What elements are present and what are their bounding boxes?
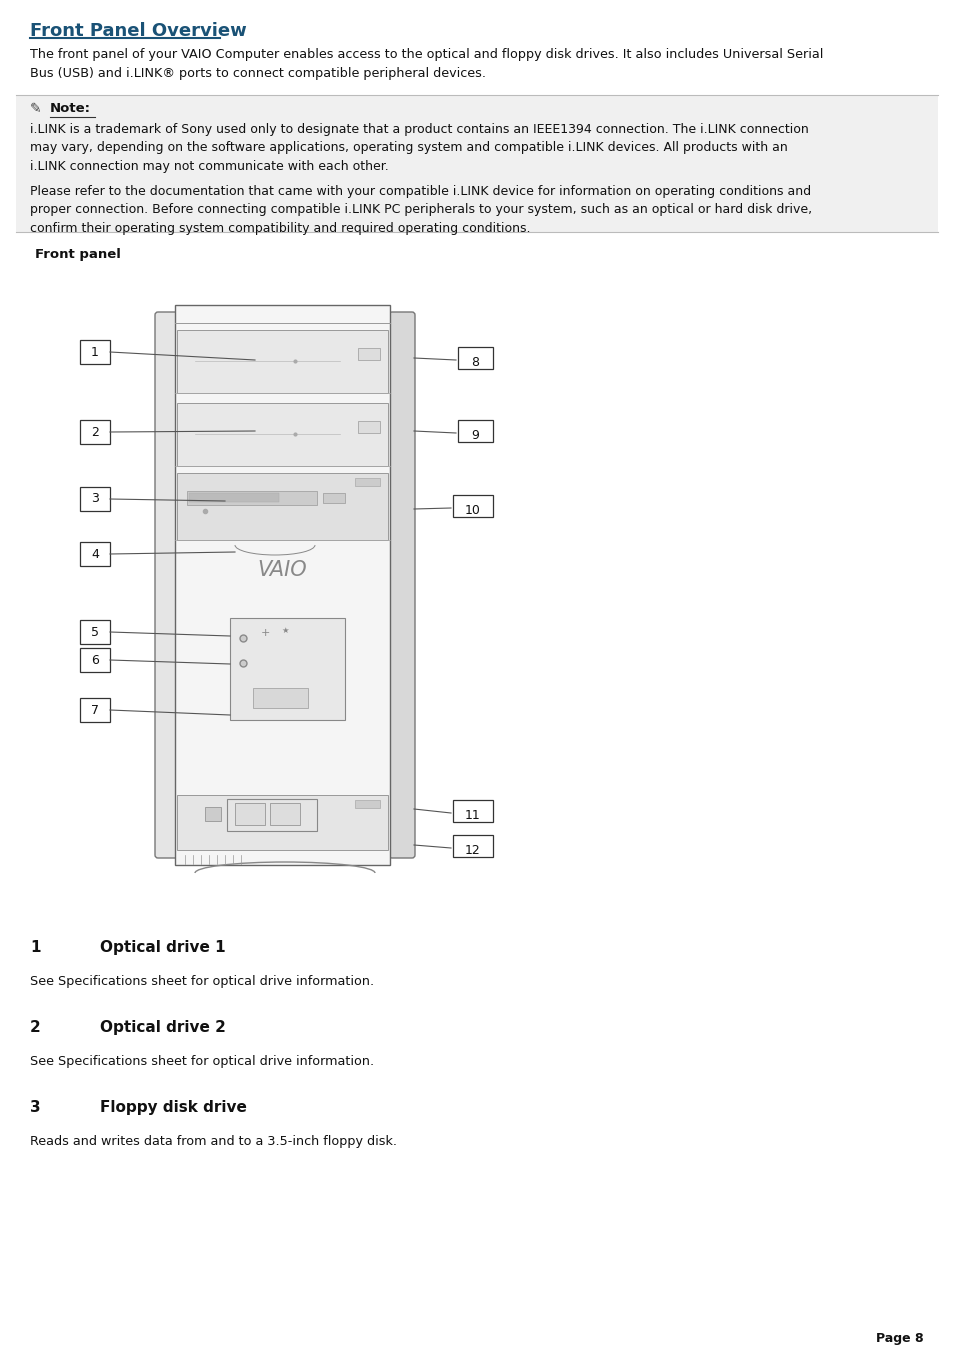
Text: The front panel of your VAIO Computer enables access to the optical and floppy d: The front panel of your VAIO Computer en… — [30, 49, 822, 80]
Text: 7: 7 — [91, 704, 99, 716]
Bar — [177, 794, 388, 850]
Text: 11: 11 — [465, 809, 480, 821]
Bar — [16, 95, 937, 232]
Bar — [453, 800, 493, 821]
FancyBboxPatch shape — [154, 312, 179, 858]
Bar — [80, 648, 110, 671]
Text: See Specifications sheet for optical drive information.: See Specifications sheet for optical dri… — [30, 975, 374, 988]
Text: Note:: Note: — [50, 101, 91, 115]
Text: VAIO: VAIO — [257, 561, 307, 580]
Text: ✎: ✎ — [30, 101, 42, 116]
Text: 3: 3 — [30, 1100, 41, 1115]
FancyBboxPatch shape — [389, 312, 415, 858]
Bar — [453, 835, 493, 857]
Text: Reads and writes data from and to a 3.5-inch floppy disk.: Reads and writes data from and to a 3.5-… — [30, 1135, 396, 1148]
Bar — [253, 688, 308, 708]
Text: 5: 5 — [91, 626, 99, 639]
Text: 3: 3 — [91, 493, 99, 505]
Text: Please refer to the documentation that came with your compatible i.LINK device f: Please refer to the documentation that c… — [30, 185, 811, 235]
Bar — [80, 698, 110, 721]
Text: 6: 6 — [91, 654, 99, 666]
Bar — [177, 473, 388, 540]
Text: Floppy disk drive: Floppy disk drive — [100, 1100, 247, 1115]
Bar — [187, 490, 316, 505]
Bar — [227, 798, 316, 831]
Bar — [457, 347, 493, 369]
Text: i.LINK is a trademark of Sony used only to designate that a product contains an : i.LINK is a trademark of Sony used only … — [30, 123, 808, 173]
Text: Front Panel Overview: Front Panel Overview — [30, 22, 247, 41]
Bar — [357, 349, 379, 359]
Bar — [174, 305, 390, 865]
Bar — [270, 802, 299, 825]
Text: 4: 4 — [91, 547, 99, 561]
Text: 8: 8 — [471, 357, 478, 369]
Text: 1: 1 — [30, 940, 40, 955]
Text: See Specifications sheet for optical drive information.: See Specifications sheet for optical dri… — [30, 1055, 374, 1069]
Text: Page 8: Page 8 — [876, 1332, 923, 1346]
Text: 9: 9 — [471, 430, 478, 442]
Bar — [80, 486, 110, 511]
Bar — [80, 340, 110, 363]
Bar — [80, 620, 110, 644]
Bar — [357, 422, 379, 434]
Text: 2: 2 — [91, 426, 99, 439]
Text: 12: 12 — [465, 844, 480, 857]
Bar — [453, 494, 493, 517]
Bar — [205, 807, 221, 821]
Text: Optical drive 2: Optical drive 2 — [100, 1020, 226, 1035]
Text: +: + — [260, 628, 270, 638]
Bar — [457, 420, 493, 442]
Bar — [80, 420, 110, 444]
Text: 1: 1 — [91, 346, 99, 358]
Bar — [230, 617, 345, 720]
Text: 2: 2 — [30, 1020, 41, 1035]
Bar — [323, 493, 345, 503]
Bar — [355, 478, 379, 486]
Bar — [234, 802, 265, 825]
Bar — [177, 330, 388, 393]
Text: Optical drive 1: Optical drive 1 — [100, 940, 226, 955]
Bar — [189, 493, 278, 503]
Text: ★: ★ — [281, 626, 289, 635]
Text: 10: 10 — [464, 504, 480, 517]
Text: Front panel: Front panel — [35, 249, 121, 261]
Bar — [355, 800, 379, 808]
Bar — [177, 403, 388, 466]
Bar — [80, 542, 110, 566]
